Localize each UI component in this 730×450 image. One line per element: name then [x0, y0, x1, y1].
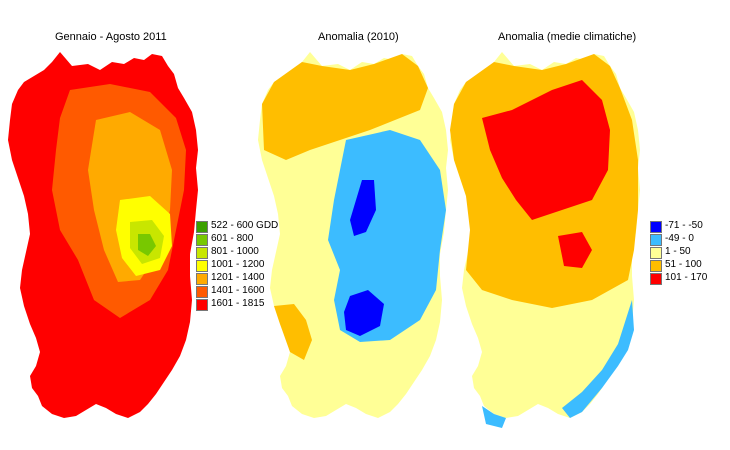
map-title-anomaly-2010: Anomalia (2010) [318, 31, 399, 43]
legend-label: -49 - 0 [665, 233, 694, 244]
legend-label: 101 - 170 [665, 272, 708, 283]
legend-label: 522 - 600 GDD [211, 220, 279, 231]
legend-label: 51 - 100 [665, 259, 702, 270]
legend-swatch [650, 234, 662, 246]
map-anomaly-2010 [258, 52, 448, 418]
legend-swatch [196, 299, 208, 311]
legend-swatch [196, 286, 208, 298]
a2010-dark-blue-south [344, 290, 384, 336]
legend-label: 1201 - 1400 [211, 272, 265, 283]
a2010-blue-zone [328, 130, 446, 342]
map-anomaly-climate [450, 52, 640, 428]
map-title-anomaly-climate: Anomalia (medie climatiche) [498, 31, 637, 43]
gdd-green-zone [138, 234, 156, 256]
legend-swatch [196, 273, 208, 285]
legend-label: -71 - -50 [665, 220, 703, 231]
clim-red-zone [482, 80, 610, 220]
legend-swatch [196, 260, 208, 272]
legend-anomaly: -71 - -50 -49 - 0 1 - 50 51 - 100 101 - … [650, 220, 726, 291]
a2010-dark-blue-north [350, 180, 376, 236]
legend-swatch [196, 234, 208, 246]
clim-blue-east [562, 300, 634, 418]
legend-swatch [650, 273, 662, 285]
legend-swatch [650, 260, 662, 272]
legend-gdd: 522 - 600 GDD 601 - 800 801 - 1000 1001 … [196, 220, 286, 321]
legend-swatch [650, 221, 662, 233]
legend-label: 801 - 1000 [211, 246, 259, 257]
map-title-gdd: Gennaio - Agosto 2011 [55, 31, 167, 43]
legend-label: 1601 - 1815 [211, 298, 265, 309]
map-gdd [8, 52, 198, 418]
legend-label: 1401 - 1600 [211, 285, 265, 296]
a2010-orange-west [274, 304, 312, 360]
legend-swatch [196, 221, 208, 233]
clim-red-small [558, 232, 592, 268]
legend-label: 601 - 800 [211, 233, 254, 244]
legend-label: 1 - 50 [665, 246, 691, 257]
legend-swatch [196, 247, 208, 259]
legend-swatch [650, 247, 662, 259]
clim-blue-south [482, 406, 506, 428]
a2010-orange-north [262, 54, 428, 160]
legend-label: 1001 - 1200 [211, 259, 265, 270]
